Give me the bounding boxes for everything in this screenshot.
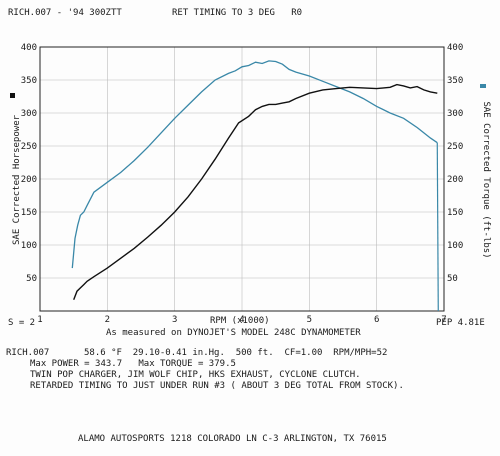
y-tick-label-right: 200 bbox=[447, 175, 463, 185]
y-tick-label-left: 50 bbox=[26, 274, 37, 284]
mods-note: TWIN POP CHARGER, JIM WOLF CHIP, HKS EXH… bbox=[30, 370, 361, 380]
x-tick-label: 3 bbox=[172, 315, 177, 325]
left-y-ticks: 50 100 150 200 250 300 350 400 bbox=[21, 43, 37, 284]
x-tick-label: 5 bbox=[307, 315, 312, 325]
x-tick-label: 6 bbox=[374, 315, 379, 325]
right-y-ticks: 50 100 150 200 250 300 350 400 bbox=[447, 43, 463, 284]
max-values: Max POWER = 343.7 Max TORQUE = 379.5 bbox=[30, 359, 236, 369]
run-name: RICH.007 bbox=[6, 348, 50, 358]
x-tick-label: 2 bbox=[105, 315, 110, 325]
x-tick-label: 4 bbox=[239, 315, 244, 325]
power-legend-marker bbox=[10, 93, 15, 98]
y-tick-label-left: 150 bbox=[21, 208, 37, 218]
y-tick-label-left: 350 bbox=[21, 76, 37, 86]
run-title: RICH.007 - '94 300ZTT bbox=[8, 8, 122, 18]
grid bbox=[39, 46, 445, 311]
torque-curve bbox=[71, 60, 438, 269]
x-tick-label: 7 bbox=[441, 315, 446, 325]
y-tick-label-left: 250 bbox=[21, 142, 37, 152]
y-tick-label-right: 400 bbox=[447, 43, 463, 53]
torque-end-drop bbox=[436, 142, 439, 312]
pep-value: PEP 4.81E bbox=[436, 318, 485, 328]
y-tick-label-left: 400 bbox=[21, 43, 37, 53]
x-tick-label: 1 bbox=[37, 315, 42, 325]
y-tick-label-left: 100 bbox=[21, 241, 37, 251]
dyno-model-note: As measured on DYNOJET'S MODEL 248C DYNA… bbox=[106, 328, 361, 338]
y-tick-label-right: 350 bbox=[447, 76, 463, 86]
shop-footer: ALAMO AUTOSPORTS 1218 COLORADO LN C-3 AR… bbox=[78, 434, 387, 444]
weather-conditions: 58.6 °F 29.10-0.41 in.Hg. 500 ft. CF=1.0… bbox=[84, 348, 388, 358]
y-tick-label-left: 200 bbox=[21, 175, 37, 185]
y-tick-label-right: 300 bbox=[447, 109, 463, 119]
plot-frame bbox=[39, 46, 445, 312]
x-ticks: 1 2 3 4 5 6 7 bbox=[37, 315, 446, 325]
power-curve bbox=[73, 83, 438, 301]
x-axis-label: RPM (x1000) bbox=[210, 316, 270, 326]
chart-title: RET TIMING TO 3 DEG R0 bbox=[172, 8, 303, 18]
y-tick-label-right: 100 bbox=[447, 241, 463, 251]
right-y-axis-label: SAE Corrected Torque (ft-lbs) bbox=[481, 101, 491, 258]
timing-note: RETARDED TIMING TO JUST UNDER RUN #3 ( A… bbox=[30, 381, 404, 391]
s-setting: S = 2 bbox=[8, 318, 36, 328]
y-tick-label-right: 50 bbox=[447, 274, 458, 284]
torque-legend-marker bbox=[480, 84, 486, 88]
y-tick-label-right: 250 bbox=[447, 142, 463, 152]
dyno-chart: 50 100 150 200 250 300 350 400 50 100 150 200 250 30… bbox=[10, 43, 491, 325]
y-tick-label-right: 150 bbox=[447, 208, 463, 218]
left-y-axis-label: SAE Corrected Horsepower bbox=[12, 114, 22, 245]
y-tick-label-left: 300 bbox=[21, 109, 37, 119]
